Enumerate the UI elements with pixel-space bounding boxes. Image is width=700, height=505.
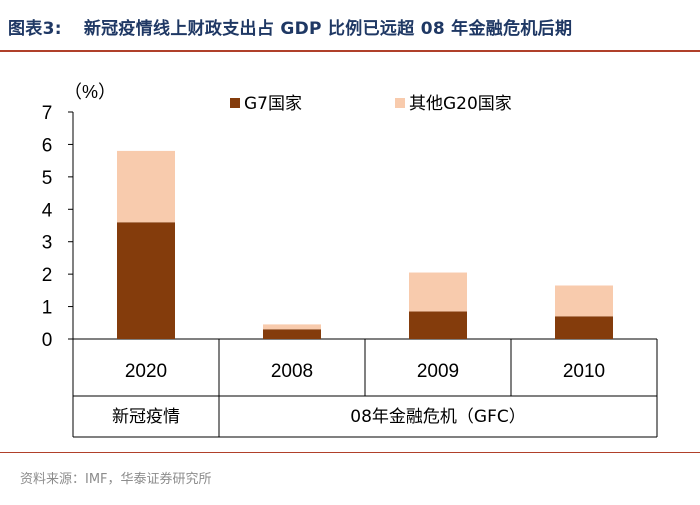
y-tick-label: 4 [42, 200, 53, 221]
legend-label: 其他G20国家 [409, 94, 512, 114]
labels: 0 1 2 3 4 5 6 7 （%） 新冠疫情 08年金融危机（GFC） 2020 2008 2009 2… [42, 82, 605, 427]
bar-other-g20 [409, 272, 467, 312]
y-tick-label: 1 [42, 298, 53, 319]
source-note: 资料来源：IMF，华泰证券研究所 [20, 472, 212, 487]
category-label: 2009 [417, 361, 459, 382]
y-tick-label: 3 [42, 233, 53, 254]
y-unit-label: （%） [64, 82, 116, 102]
legend-swatch [395, 98, 405, 108]
bottom-rule [0, 452, 700, 453]
legend: G7国家 其他G20国家 [230, 94, 512, 114]
bar-other-g20 [263, 324, 321, 330]
chart-title: 图表3: 新冠疫情线上财政支出占 GDP 比例已远超 08 年金融危机后期 [8, 14, 572, 39]
top-rule [0, 50, 700, 52]
y-tick-label: 7 [42, 103, 53, 124]
bar-g7 [555, 316, 613, 339]
y-tick-label: 2 [42, 265, 53, 286]
category-label: 2010 [563, 361, 605, 382]
legend-swatch [230, 98, 240, 108]
bar-g7 [409, 311, 467, 339]
figure-label: 图表3: [8, 19, 62, 39]
bar-g7 [117, 222, 175, 339]
y-tick-label: 0 [42, 330, 53, 351]
group-label: 08年金融危机（GFC） [350, 407, 525, 427]
bars [117, 150, 613, 339]
y-tick-label: 6 [42, 135, 53, 156]
legend-label: G7国家 [244, 94, 302, 114]
bar-other-g20 [555, 285, 613, 317]
figure-title: 新冠疫情线上财政支出占 GDP 比例已远超 08 年金融危机后期 [83, 19, 573, 39]
bar-other-g20 [117, 150, 175, 223]
category-label: 2008 [271, 361, 313, 382]
group-label: 新冠疫情 [112, 407, 180, 427]
y-tick-label: 5 [42, 168, 53, 189]
bar-g7 [263, 329, 321, 339]
category-label: 2020 [125, 361, 167, 382]
